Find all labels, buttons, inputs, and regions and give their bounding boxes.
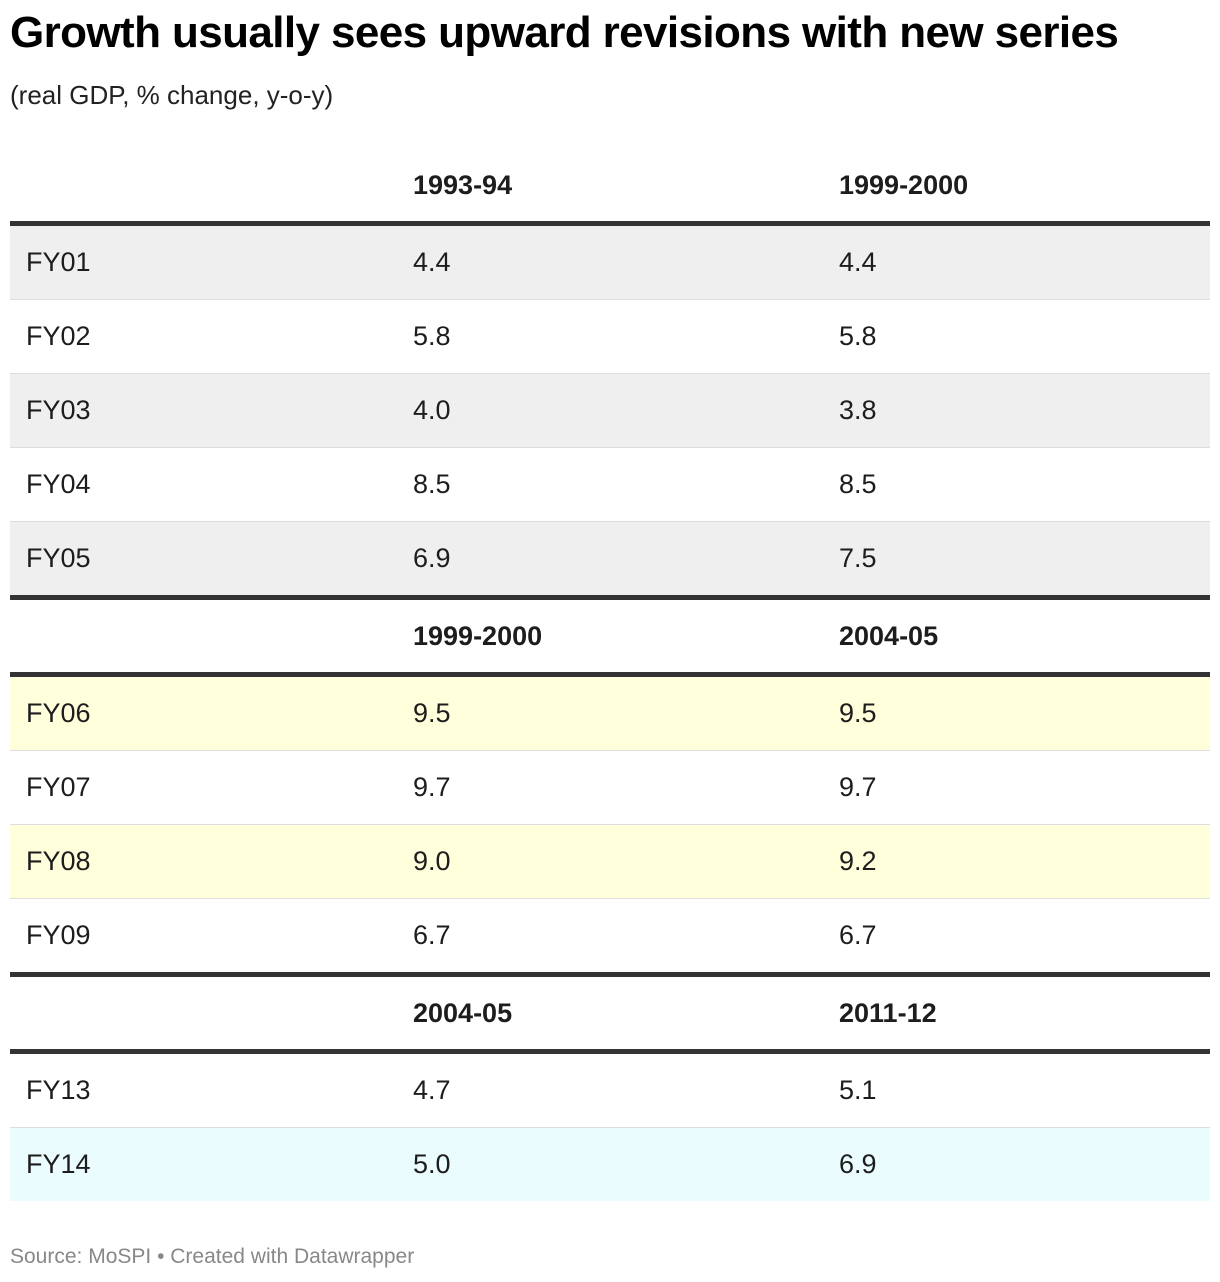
- value-cell: 6.7: [839, 920, 877, 950]
- table-row: FY05 6.9 7.5: [10, 522, 1210, 595]
- chart-title: Growth usually sees upward revisions wit…: [10, 8, 1119, 57]
- header-cell-base-year: 1999-2000: [413, 620, 543, 651]
- value-cell: 9.0: [413, 846, 451, 876]
- value-cell: 6.9: [839, 1149, 877, 1179]
- value-cell: 6.9: [413, 543, 451, 573]
- footer-separator: •: [151, 1245, 171, 1268]
- value-cell: 4.7: [413, 1075, 451, 1105]
- header-cell-base-year: 1993-94: [413, 170, 513, 200]
- row-label: FY01: [26, 247, 91, 277]
- row-label: FY04: [26, 469, 91, 499]
- value-cell: 5.8: [839, 321, 877, 351]
- value-cell: 6.7: [413, 920, 451, 950]
- header-cell-base-year: 2004-05: [839, 620, 939, 651]
- row-label: FY09: [26, 920, 91, 950]
- row-label: FY05: [26, 543, 91, 573]
- table-row: FY09 6.7 6.7: [10, 899, 1210, 972]
- table-row: FY02 5.8 5.8: [10, 300, 1210, 374]
- table-row: FY03 4.0 3.8: [10, 374, 1210, 448]
- table-header-row: 2004-05 2011-12: [10, 972, 1210, 1054]
- table-row: FY08 9.0 9.2: [10, 825, 1210, 899]
- table-row: FY06 9.5 9.5: [10, 677, 1210, 751]
- header-cell-base-year: 2004-05: [413, 997, 513, 1028]
- table-row: FY01 4.4 4.4: [10, 226, 1210, 300]
- chart-subtitle: (real GDP, % change, y-o-y): [10, 80, 334, 110]
- value-cell: 9.7: [413, 772, 451, 802]
- table-section: 1999-2000 2004-05 FY06 9.5 9.5 FY07 9.7 9.7 FY08…: [10, 595, 1210, 972]
- value-cell: 9.7: [839, 772, 877, 802]
- header-cell-base-year: 2011-12: [839, 997, 937, 1028]
- table-row: FY04 8.5 8.5: [10, 448, 1210, 522]
- value-cell: 4.4: [839, 247, 877, 277]
- row-label: FY03: [26, 395, 91, 425]
- source-note: Source: MoSPI: [10, 1245, 152, 1268]
- row-label: FY14: [26, 1149, 91, 1179]
- value-cell: 3.8: [839, 395, 877, 425]
- value-cell: 4.0: [413, 395, 451, 425]
- table-row: FY07 9.7 9.7: [10, 751, 1210, 825]
- value-cell: 4.4: [413, 247, 451, 277]
- table-row: FY13 4.7 5.1: [10, 1054, 1210, 1128]
- value-cell: 8.5: [413, 469, 451, 499]
- value-cell: 5.0: [413, 1149, 451, 1179]
- table-section: 2004-05 2011-12 FY13 4.7 5.1 FY14 5.0 6.9: [10, 972, 1210, 1201]
- row-label: FY13: [26, 1075, 91, 1105]
- row-label: FY06: [26, 698, 91, 728]
- value-cell: 9.2: [839, 846, 877, 876]
- data-table: 1993-94 1999-2000 FY01 4.4 4.4 FY02 5.8 5.8 FY03…: [10, 150, 1210, 1201]
- value-cell: 8.5: [839, 469, 877, 499]
- value-cell: 5.8: [413, 321, 451, 351]
- value-cell: 7.5: [839, 543, 877, 573]
- value-cell: 5.1: [839, 1075, 877, 1105]
- table-section: 1993-94 1999-2000 FY01 4.4 4.4 FY02 5.8 5.8 FY03…: [10, 150, 1210, 595]
- row-label: FY08: [26, 846, 91, 876]
- row-label: FY02: [26, 321, 91, 351]
- table-header-row: 1993-94 1999-2000: [10, 150, 1210, 226]
- datawrapper-credit-link[interactable]: Created with Datawrapper: [170, 1245, 415, 1268]
- value-cell: 9.5: [839, 698, 877, 728]
- table-row: FY14 5.0 6.9: [10, 1128, 1210, 1201]
- value-cell: 9.5: [413, 698, 451, 728]
- table-header-row: 1999-2000 2004-05: [10, 595, 1210, 677]
- chart-footer: Source: MoSPI • Created with Datawrapper: [10, 1245, 414, 1269]
- row-label: FY07: [26, 772, 91, 802]
- header-cell-base-year: 1999-2000: [839, 170, 969, 200]
